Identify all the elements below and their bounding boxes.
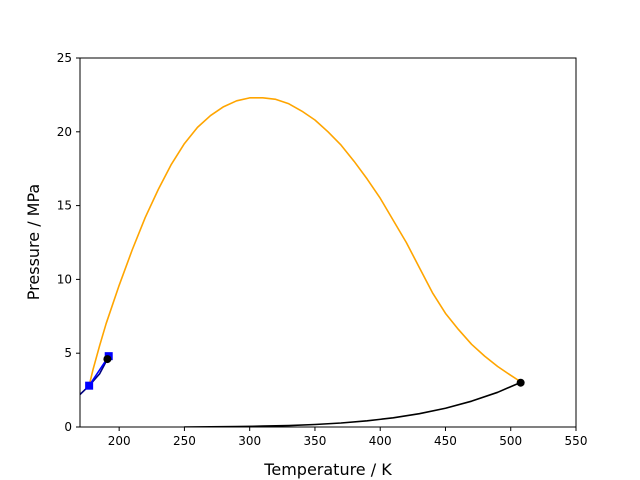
series-3-point-0 xyxy=(85,381,94,390)
y-axis: 0 5 10 15 20 25 xyxy=(57,51,80,434)
x-tick-label-500: 500 xyxy=(499,434,522,448)
y-tick-label-5: 5 xyxy=(64,346,72,360)
y-tick-label-25: 25 xyxy=(57,51,72,65)
series-4-point-1 xyxy=(516,378,525,387)
series-line-0 xyxy=(88,97,521,387)
y-tick-label-20: 20 xyxy=(57,125,72,139)
plot-area xyxy=(80,97,521,427)
x-axis-label: Temperature / K xyxy=(263,460,392,479)
x-tick-label-200: 200 xyxy=(108,434,131,448)
x-tick-label-350: 350 xyxy=(303,434,326,448)
series-line-2 xyxy=(80,358,109,396)
y-tick-label-10: 10 xyxy=(57,272,72,286)
x-tick-label-300: 300 xyxy=(238,434,261,448)
x-tick-label-450: 450 xyxy=(434,434,457,448)
series-4-point-0 xyxy=(103,355,112,364)
plot-frame xyxy=(79,57,577,428)
y-tick-label-15: 15 xyxy=(57,199,72,213)
marker-layer xyxy=(85,352,525,390)
x-tick-label-550: 550 xyxy=(565,434,588,448)
x-tick-label-250: 250 xyxy=(173,434,196,448)
y-tick-label-0: 0 xyxy=(64,420,72,434)
x-axis: 200 250 300 350 400 450 500 550 xyxy=(108,427,588,448)
y-axis-label: Pressure / MPa xyxy=(24,184,43,300)
x-tick-label-400: 400 xyxy=(369,434,392,448)
series-line-1 xyxy=(183,381,521,427)
